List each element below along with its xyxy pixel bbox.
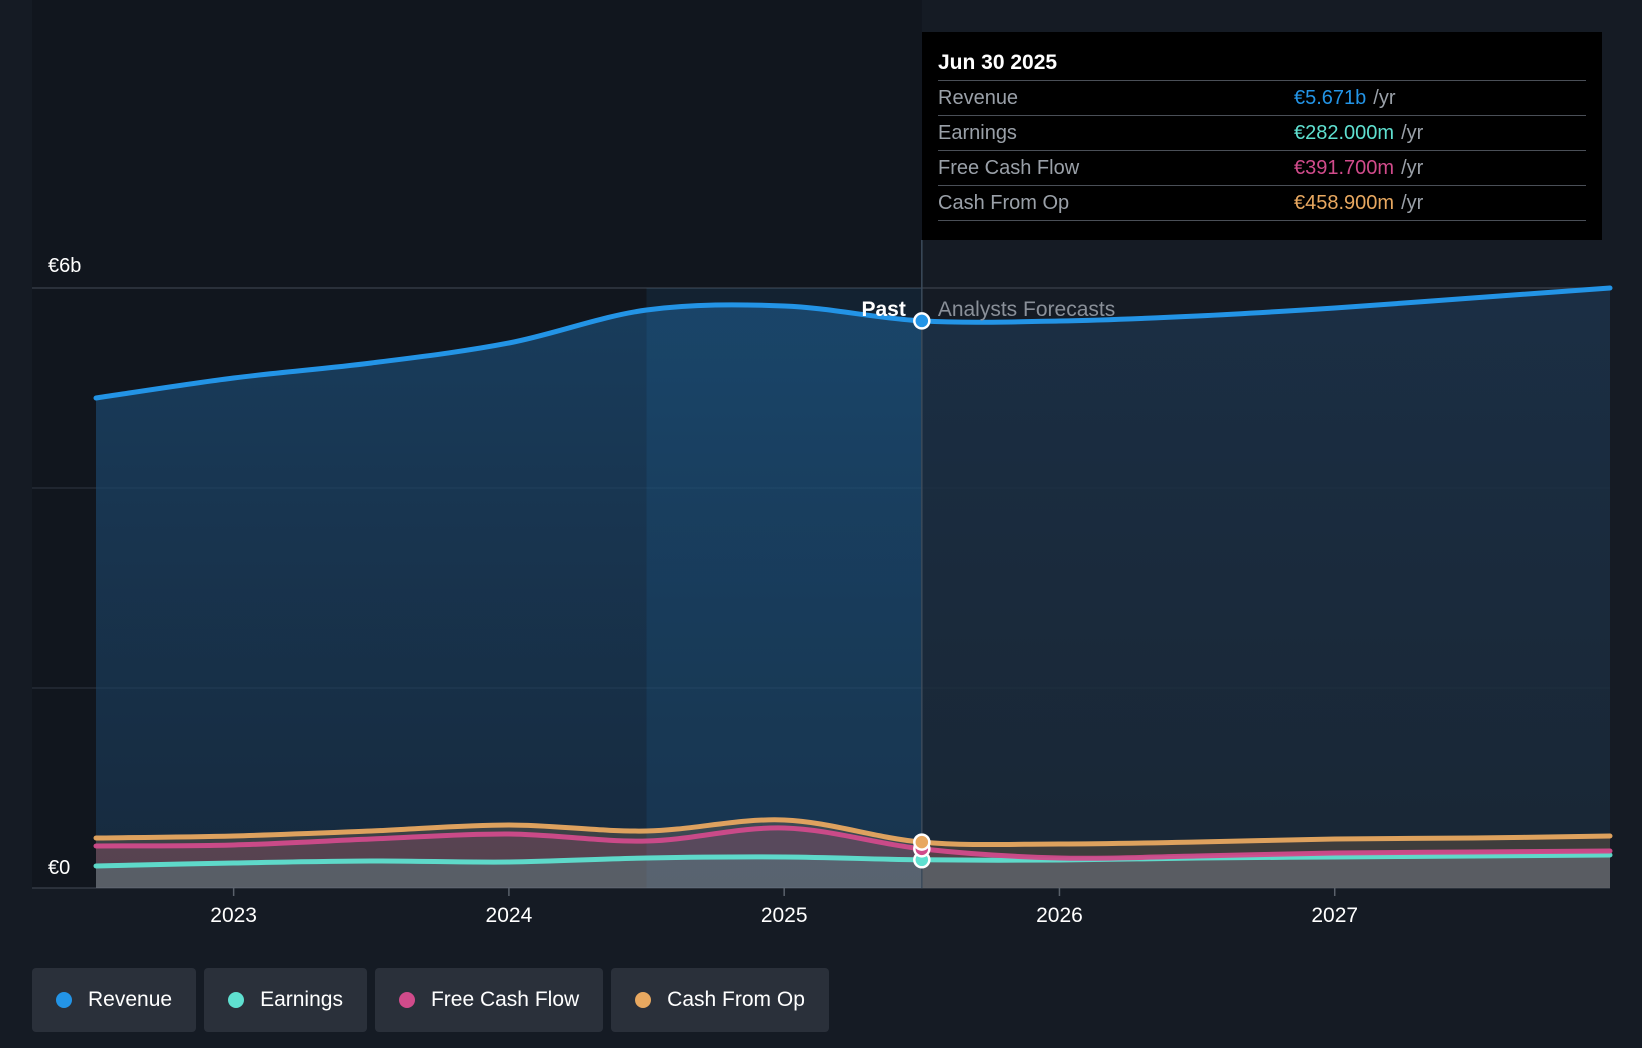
- line-cash-from-op: [93, 817, 1613, 848]
- tooltip-value: €5.671b: [1294, 87, 1367, 109]
- legend-dot-icon: [56, 992, 72, 1008]
- revenue-area-past: [96, 304, 922, 888]
- tooltip-label: Earnings: [938, 122, 1017, 144]
- legend-item-free-cash-flow[interactable]: Free Cash Flow: [374, 968, 604, 1032]
- tooltip-label: Cash From Op: [938, 192, 1070, 214]
- x-tick-label: 2024: [486, 904, 533, 927]
- tooltip-row-cash-from-op: Cash From Op €458.900m /yr: [938, 186, 1586, 221]
- line-revenue: [93, 285, 1613, 401]
- y-tick-label: €6b: [48, 255, 81, 277]
- highlight-band: [646, 288, 922, 888]
- legend-item-earnings[interactable]: Earnings: [204, 968, 367, 1032]
- tooltip-unit: /yr: [1373, 87, 1396, 109]
- legend-item-cash-from-op[interactable]: Cash From Op: [611, 968, 829, 1032]
- tooltip-row-earnings: Earnings €282.000m /yr: [938, 116, 1586, 151]
- forecast-label: Analysts Forecasts: [938, 298, 1115, 321]
- legend-item-revenue[interactable]: Revenue: [32, 968, 197, 1032]
- tooltip-unit: /yr: [1401, 122, 1424, 144]
- tooltip-row-free-cash-flow: Free Cash Flow €391.700m /yr: [938, 151, 1586, 186]
- revenue-area-forecast: [921, 288, 1610, 888]
- x-tick-label: 2026: [1036, 904, 1083, 927]
- marker-revenue: [913, 312, 931, 330]
- tooltip-unit: /yr: [1401, 192, 1424, 214]
- x-tick-label: 2027: [1311, 904, 1358, 927]
- line-earnings: [93, 852, 1613, 869]
- tooltip-label: Revenue: [938, 87, 1019, 109]
- marker-cash-from-op: [913, 833, 931, 851]
- tooltip-row-revenue: Revenue €5.671b /yr: [938, 81, 1586, 116]
- tooltip-unit: /yr: [1401, 157, 1424, 179]
- y-tick-label: €0: [48, 857, 70, 879]
- line-free-cash-flow: [93, 825, 1613, 861]
- legend-dot-icon: [398, 992, 415, 1008]
- legend-dot-icon: [635, 992, 652, 1008]
- tooltip-label: Free Cash Flow: [938, 157, 1080, 179]
- tooltip: Jun 30 2025 Revenue €5.671b /yr Earnings…: [922, 32, 1602, 240]
- legend-label: Earnings: [260, 988, 343, 1011]
- past-label: Past: [861, 298, 905, 321]
- tooltip-value: €391.700m: [1294, 157, 1395, 179]
- tooltip-value: €458.900m: [1294, 192, 1395, 214]
- tooltip-date: Jun 30 2025: [938, 46, 1586, 81]
- legend-dot-icon: [228, 992, 245, 1008]
- tooltip-value: €282.000m: [1294, 122, 1395, 144]
- x-tick-label: 2023: [210, 904, 257, 927]
- x-tick-label: 2025: [761, 904, 808, 927]
- legend-label: Revenue: [88, 988, 173, 1011]
- legend-label: Cash From Op: [667, 988, 805, 1011]
- legend: Revenue Earnings Free Cash Flow Cash Fro…: [32, 968, 829, 1032]
- legend-label: Free Cash Flow: [430, 988, 580, 1011]
